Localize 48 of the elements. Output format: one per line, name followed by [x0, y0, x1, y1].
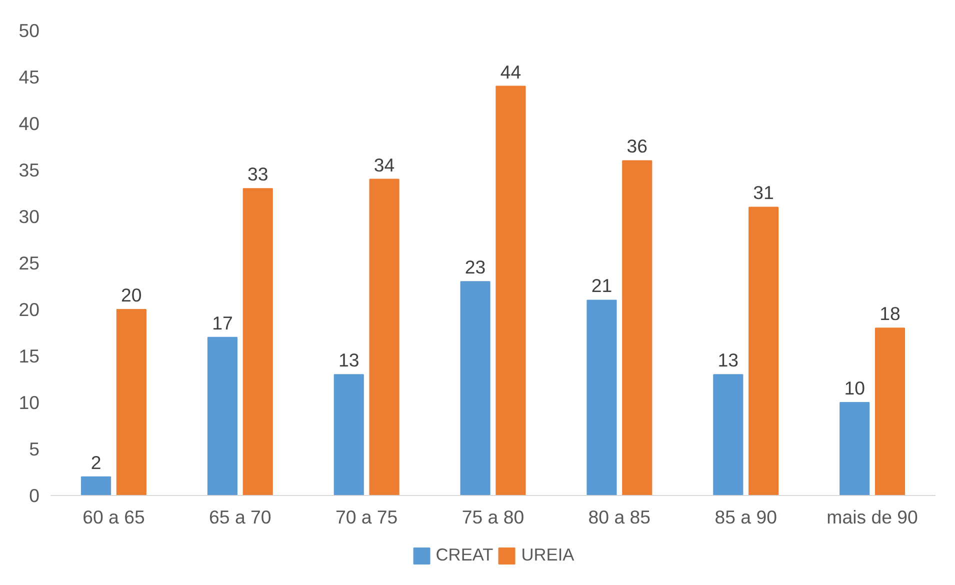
x-tick-label: mais de 90: [826, 506, 918, 528]
data-label: 33: [247, 164, 268, 185]
y-tick-label: 40: [18, 113, 40, 134]
x-tick-label: 80 a 85: [588, 506, 651, 528]
y-tick-label: 35: [18, 160, 40, 180]
y-tick-label: 10: [18, 392, 40, 413]
y-tick-label: 25: [18, 252, 40, 274]
data-label: 10: [844, 378, 865, 398]
data-label: 44: [500, 61, 522, 82]
data-label: 34: [374, 154, 395, 176]
x-tick-label: 70 a 75: [335, 506, 398, 528]
data-label: 31: [753, 182, 774, 204]
bar: [496, 86, 526, 496]
bar: [874, 328, 906, 496]
y-tick-label: 20: [18, 299, 40, 320]
data-label: 20: [121, 284, 142, 306]
x-tick-label: 85 a 90: [714, 506, 777, 528]
y-tick-label: 0: [29, 485, 40, 506]
x-tick-label: 65 a 70: [209, 506, 272, 528]
bar: [334, 374, 364, 496]
x-tick-label: 75 a 80: [462, 506, 524, 528]
bar: [460, 281, 490, 496]
data-label: 36: [626, 136, 648, 157]
legend-label: UREIA: [521, 544, 574, 566]
y-tick-label: 5: [29, 438, 40, 460]
data-label: 2: [90, 452, 102, 473]
bar: [586, 300, 617, 496]
data-label: 23: [464, 256, 486, 278]
data-label: 17: [212, 312, 233, 334]
bar: [116, 309, 146, 496]
data-label: 18: [880, 303, 900, 324]
bar: [369, 178, 400, 496]
data-label: 13: [718, 350, 739, 371]
y-tick-label: 30: [18, 206, 40, 227]
bar: [713, 374, 744, 496]
bar: [622, 160, 652, 496]
x-tick-label: 60 a 65: [82, 506, 145, 528]
bar: [80, 476, 112, 496]
legend-label: CREAT: [436, 544, 494, 566]
y-tick-label: 50: [18, 20, 40, 41]
data-label: 13: [338, 350, 360, 371]
bar: [748, 206, 779, 496]
y-tick-label: 15: [18, 346, 40, 366]
bar: [207, 336, 238, 496]
data-label: 21: [591, 275, 612, 296]
bar: [840, 402, 870, 496]
y-tick-label: 45: [18, 66, 40, 88]
bar: [242, 188, 273, 496]
